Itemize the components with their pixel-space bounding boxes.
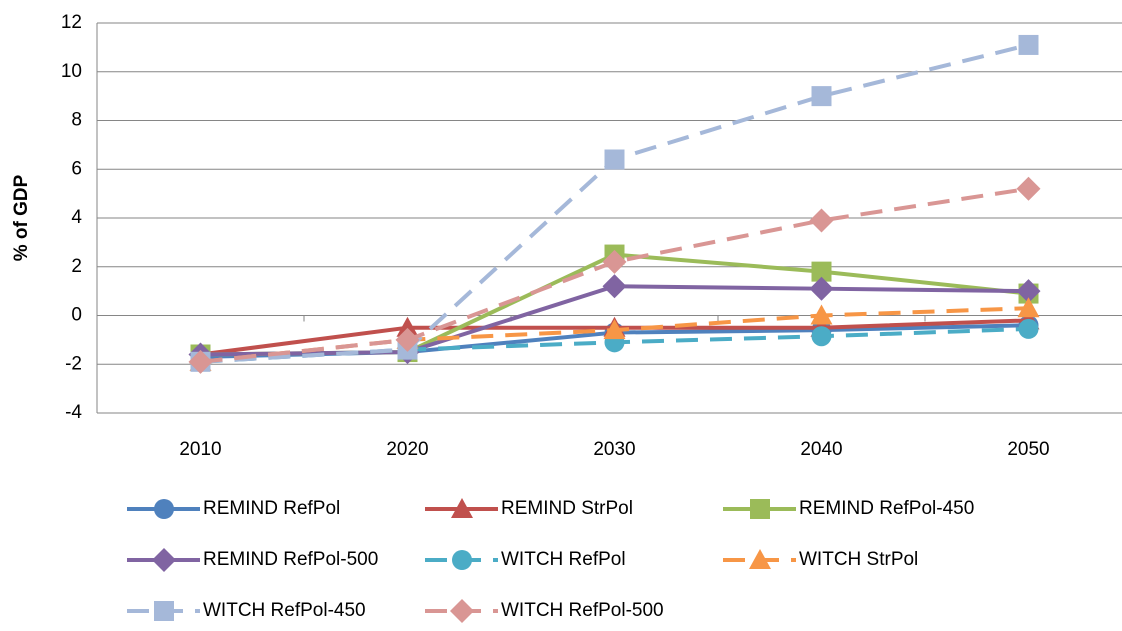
legend-label: WITCH RefPol-450 — [203, 600, 366, 621]
legend-label: REMIND RefPol-450 — [799, 498, 974, 519]
y-axis-label: % of GDP — [11, 174, 32, 261]
marker — [604, 149, 625, 170]
y-tick-label: 6 — [71, 158, 82, 179]
y-tick-label: 8 — [71, 110, 82, 131]
y-tick-label: 10 — [61, 61, 82, 82]
marker — [1017, 297, 1040, 318]
marker — [451, 498, 473, 518]
y-tick-label: -2 — [65, 353, 82, 374]
marker — [809, 208, 834, 233]
marker — [396, 316, 419, 337]
marker — [811, 86, 832, 107]
x-tick-label: 2040 — [800, 439, 842, 460]
marker — [188, 349, 213, 374]
y-tick-label: 12 — [61, 12, 82, 33]
marker — [1016, 176, 1041, 201]
marker — [154, 499, 174, 519]
legend-label: WITCH StrPol — [799, 549, 918, 570]
marker — [602, 249, 627, 274]
legend-label: REMIND RefPol — [203, 498, 340, 519]
marker — [154, 601, 174, 621]
marker — [602, 274, 627, 299]
legend-label: WITCH RefPol — [501, 549, 626, 570]
marker — [603, 319, 626, 340]
legend-label: WITCH RefPol-500 — [501, 600, 664, 621]
legend-label: REMIND RefPol-500 — [203, 549, 378, 570]
marker — [750, 499, 770, 519]
marker — [1018, 34, 1039, 55]
y-tick-label: 2 — [71, 256, 82, 277]
y-tick-label: -4 — [65, 402, 82, 423]
marker — [810, 304, 833, 325]
y-tick-label: 0 — [71, 305, 82, 326]
marker — [811, 261, 832, 282]
x-tick-label: 2020 — [386, 439, 428, 460]
series-line — [200, 42, 1029, 364]
x-tick-label: 2030 — [593, 439, 635, 460]
marker — [749, 549, 771, 569]
marker — [395, 327, 420, 352]
marker — [811, 326, 832, 347]
marker — [809, 276, 834, 301]
marker — [152, 548, 176, 572]
x-tick-label: 2050 — [1007, 439, 1049, 460]
x-tick-label: 2010 — [179, 439, 221, 460]
legend-label: REMIND StrPol — [501, 498, 633, 519]
marker — [450, 599, 474, 623]
marker — [1018, 318, 1039, 339]
marker — [452, 550, 472, 570]
y-tick-label: 4 — [71, 207, 82, 228]
marker — [1016, 279, 1041, 304]
